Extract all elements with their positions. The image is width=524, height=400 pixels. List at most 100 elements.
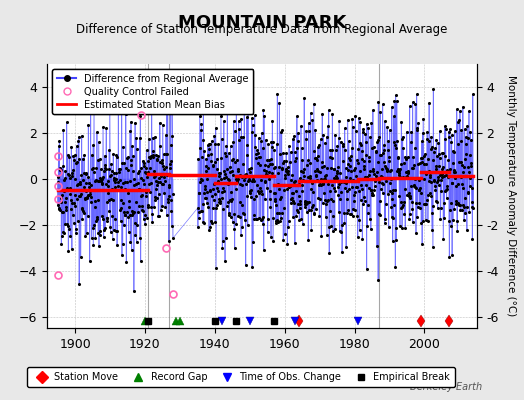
Point — [362, 138, 370, 145]
Point — [223, 180, 232, 187]
Point — [270, 164, 279, 170]
Point — [346, 163, 354, 169]
Point — [141, 165, 150, 171]
Point — [237, 116, 246, 122]
Point — [414, 187, 423, 194]
Point — [467, 159, 475, 166]
Point — [135, 186, 144, 192]
Point — [202, 168, 211, 174]
Point — [340, 178, 348, 185]
Point — [260, 113, 268, 119]
Point — [421, 150, 429, 157]
Point — [438, 174, 446, 180]
Point — [345, 138, 353, 144]
Point — [294, 201, 302, 208]
Point — [403, 192, 411, 198]
Point — [290, 149, 299, 156]
Point — [399, 145, 408, 152]
Point — [314, 168, 322, 174]
Point — [121, 212, 129, 218]
Point — [124, 154, 133, 161]
Point — [218, 244, 226, 251]
Point — [196, 176, 205, 182]
Point — [227, 196, 236, 202]
Point — [308, 117, 316, 123]
Point — [86, 188, 94, 195]
Point — [132, 199, 140, 206]
Point — [194, 214, 203, 221]
Point — [146, 155, 154, 162]
Point — [271, 196, 279, 203]
Point — [377, 166, 386, 173]
Point — [375, 178, 383, 185]
Point — [197, 121, 205, 127]
Point — [422, 201, 431, 207]
Point — [331, 188, 340, 194]
Point — [59, 209, 67, 215]
Point — [351, 113, 359, 119]
Point — [275, 186, 283, 192]
Point — [408, 199, 416, 205]
Point — [102, 165, 110, 172]
Point — [384, 191, 392, 198]
Point — [270, 165, 278, 172]
Point — [213, 184, 221, 191]
Point — [418, 158, 427, 165]
Point — [378, 101, 387, 108]
Point — [438, 166, 446, 172]
Point — [106, 224, 115, 230]
Point — [318, 111, 326, 117]
Point — [164, 196, 172, 202]
Point — [159, 122, 167, 128]
Point — [417, 154, 425, 161]
Point — [70, 200, 79, 206]
Point — [217, 154, 225, 161]
Point — [427, 193, 435, 199]
Point — [454, 200, 462, 206]
Point — [372, 176, 380, 182]
Point — [464, 169, 473, 175]
Point — [248, 122, 257, 128]
Point — [384, 138, 392, 144]
Point — [469, 204, 477, 211]
Point — [117, 205, 125, 211]
Point — [269, 139, 277, 145]
Point — [82, 179, 90, 186]
Point — [273, 91, 281, 98]
Point — [455, 202, 464, 208]
Point — [203, 189, 212, 196]
Point — [160, 174, 169, 180]
Point — [139, 158, 147, 164]
Point — [418, 241, 427, 248]
Point — [237, 174, 246, 180]
Point — [222, 174, 231, 180]
Point — [323, 198, 331, 204]
Point — [316, 196, 324, 202]
Point — [256, 185, 264, 192]
Point — [465, 208, 474, 215]
Point — [338, 249, 346, 256]
Point — [357, 142, 365, 148]
Point — [239, 161, 247, 168]
Point — [348, 116, 356, 122]
Point — [94, 178, 103, 184]
Point — [103, 218, 111, 224]
Point — [444, 128, 453, 135]
Point — [166, 161, 174, 167]
Point — [406, 103, 414, 110]
Point — [233, 178, 241, 185]
Point — [220, 118, 228, 124]
Point — [235, 199, 244, 205]
Point — [351, 189, 359, 196]
Point — [204, 165, 213, 172]
Point — [402, 169, 411, 175]
Point — [151, 173, 159, 179]
Point — [75, 281, 83, 288]
Point — [412, 230, 420, 236]
Point — [327, 196, 335, 202]
Point — [252, 151, 260, 158]
Point — [374, 159, 382, 166]
Point — [420, 153, 429, 160]
Point — [313, 157, 322, 164]
Point — [394, 154, 402, 161]
